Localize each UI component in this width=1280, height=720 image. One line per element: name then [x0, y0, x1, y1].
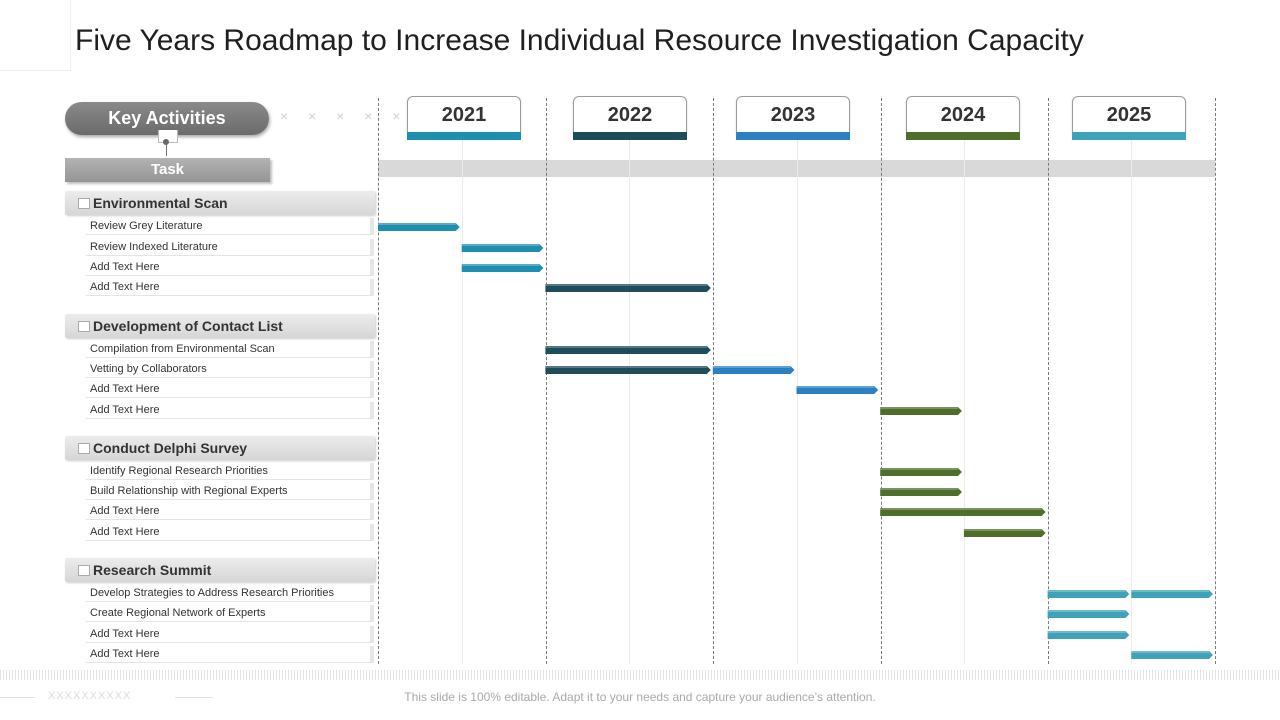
- checkbox-icon: [78, 443, 90, 454]
- task-row: Add Text Here: [86, 259, 374, 276]
- gantt-bar-highlight: [1131, 651, 1209, 653]
- grid-half-line: [797, 140, 798, 664]
- checkbox-icon: [78, 565, 90, 576]
- gantt-bar-highlight: [880, 488, 958, 490]
- year-header-2022: 2022: [573, 96, 687, 134]
- footer-divider: [0, 697, 35, 698]
- gantt-bar-highlight: [545, 366, 707, 368]
- grid-half-line: [629, 140, 630, 664]
- task-column-header: Task: [65, 158, 270, 182]
- section-header-environmental-scan: Environmental Scan: [65, 191, 375, 215]
- task-row: Add Text Here: [86, 402, 374, 419]
- section-header-contact-list: Development of Contact List: [65, 314, 375, 338]
- grid-half-line: [964, 140, 965, 664]
- task-row: Add Text Here: [86, 381, 374, 398]
- gantt-bar: [1131, 651, 1213, 659]
- footer-x-marks: XXXXXXXXXX: [48, 690, 132, 702]
- gantt-bar-highlight: [545, 284, 707, 286]
- gantt-bar-highlight: [461, 264, 540, 266]
- gantt-bar-highlight: [963, 529, 1042, 531]
- grid-half-line: [1131, 140, 1132, 664]
- gantt-bar-highlight: [1047, 590, 1126, 592]
- year-header-2025: 2025: [1072, 96, 1186, 134]
- gantt-bar: [1131, 590, 1213, 598]
- grid-year-divider: [1215, 98, 1216, 664]
- gantt-bar-highlight: [1131, 590, 1209, 592]
- gantt-bar-highlight: [880, 508, 1042, 510]
- decorative-x-marks: × × × × ×: [280, 108, 409, 124]
- gantt-bar: [963, 529, 1046, 537]
- gantt-bar: [378, 223, 460, 231]
- task-row: Build Relationship with Regional Experts: [86, 483, 374, 500]
- gantt-bar: [880, 468, 962, 476]
- gantt-bar-highlight: [461, 244, 540, 246]
- year-header-2024: 2024: [906, 96, 1020, 134]
- gantt-bar: [880, 407, 962, 415]
- page-title: Five Years Roadmap to Increase Individua…: [75, 24, 1084, 57]
- section-header-research-summit: Research Summit: [65, 558, 375, 582]
- grid-year-divider: [713, 98, 714, 664]
- year-color-bar-2022: [573, 132, 687, 140]
- gantt-bar-highlight: [712, 366, 791, 368]
- task-row: Add Text Here: [86, 646, 374, 663]
- year-color-bar-2025: [1072, 132, 1186, 140]
- gantt-bar-highlight: [880, 468, 958, 470]
- task-row: Identify Regional Research Priorities: [86, 463, 374, 480]
- gantt-bar: [461, 264, 544, 272]
- footer-band: [0, 670, 1280, 680]
- year-color-bar-2023: [736, 132, 850, 140]
- key-activities-label: Key Activities: [65, 102, 269, 135]
- gantt-bar: [880, 508, 1046, 516]
- year-header-2021: 2021: [407, 96, 521, 134]
- gantt-bar: [1047, 610, 1130, 618]
- connector-line: [166, 142, 167, 156]
- gantt-bar-highlight: [1047, 610, 1126, 612]
- task-row: Create Regional Network of Experts: [86, 605, 374, 622]
- footer-divider: [175, 697, 213, 698]
- year-color-bar-2024: [906, 132, 1020, 140]
- gantt-bar-highlight: [545, 346, 707, 348]
- task-row: Add Text Here: [86, 503, 374, 520]
- gantt-bar: [712, 366, 795, 374]
- grid-year-divider: [546, 98, 547, 664]
- checkbox-icon: [78, 321, 90, 332]
- timeline-header-band: [378, 160, 1215, 177]
- gantt-bar: [1047, 631, 1130, 639]
- gantt-bar: [461, 244, 544, 252]
- task-row: Review Indexed Literature: [86, 239, 374, 256]
- grid-half-line: [462, 140, 463, 664]
- grid-year-divider: [1048, 98, 1049, 664]
- task-row: Add Text Here: [86, 626, 374, 643]
- checkbox-icon: [78, 198, 90, 209]
- year-color-bar-2021: [407, 132, 521, 140]
- gantt-bar: [1047, 590, 1130, 598]
- gantt-bar: [796, 386, 879, 394]
- task-row: Compilation from Environmental Scan: [86, 341, 374, 358]
- corner-decoration: [0, 0, 71, 71]
- task-row: Develop Strategies to Address Research P…: [86, 585, 374, 602]
- grid-year-divider: [881, 98, 882, 664]
- section-header-delphi-survey: Conduct Delphi Survey: [65, 436, 375, 460]
- task-row: Add Text Here: [86, 279, 374, 296]
- grid-year-divider: [378, 98, 379, 664]
- task-row: Vetting by Collaborators: [86, 361, 374, 378]
- task-row: Add Text Here: [86, 524, 374, 541]
- gantt-bar-highlight: [880, 407, 958, 409]
- gantt-bar: [880, 488, 962, 496]
- gantt-bar-highlight: [796, 386, 875, 388]
- gantt-bar-highlight: [1047, 631, 1126, 633]
- footer-note: This slide is 100% editable. Adapt it to…: [404, 690, 876, 704]
- gantt-bar-highlight: [378, 223, 456, 225]
- year-header-2023: 2023: [736, 96, 850, 134]
- task-row: Review Grey Literature: [86, 218, 374, 235]
